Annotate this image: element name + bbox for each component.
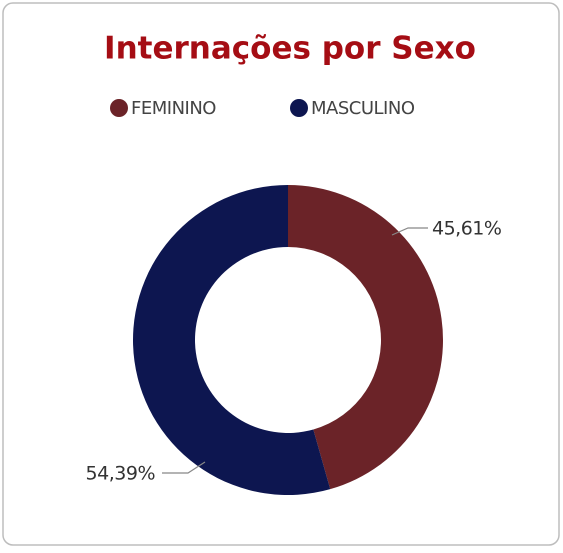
leader-line	[391, 227, 428, 236]
chart-title: Internações por Sexo	[104, 31, 476, 67]
data-label: 54,39%	[86, 463, 155, 485]
leader-line	[162, 461, 206, 474]
legend-marker	[110, 99, 128, 117]
donut-slice	[133, 185, 331, 495]
data-label: 45,61%	[432, 218, 501, 240]
legend-label: FEMININO	[131, 98, 216, 119]
legend-marker	[290, 99, 308, 117]
legend-label: MASCULINO	[311, 98, 415, 119]
donut-slice	[288, 185, 444, 490]
